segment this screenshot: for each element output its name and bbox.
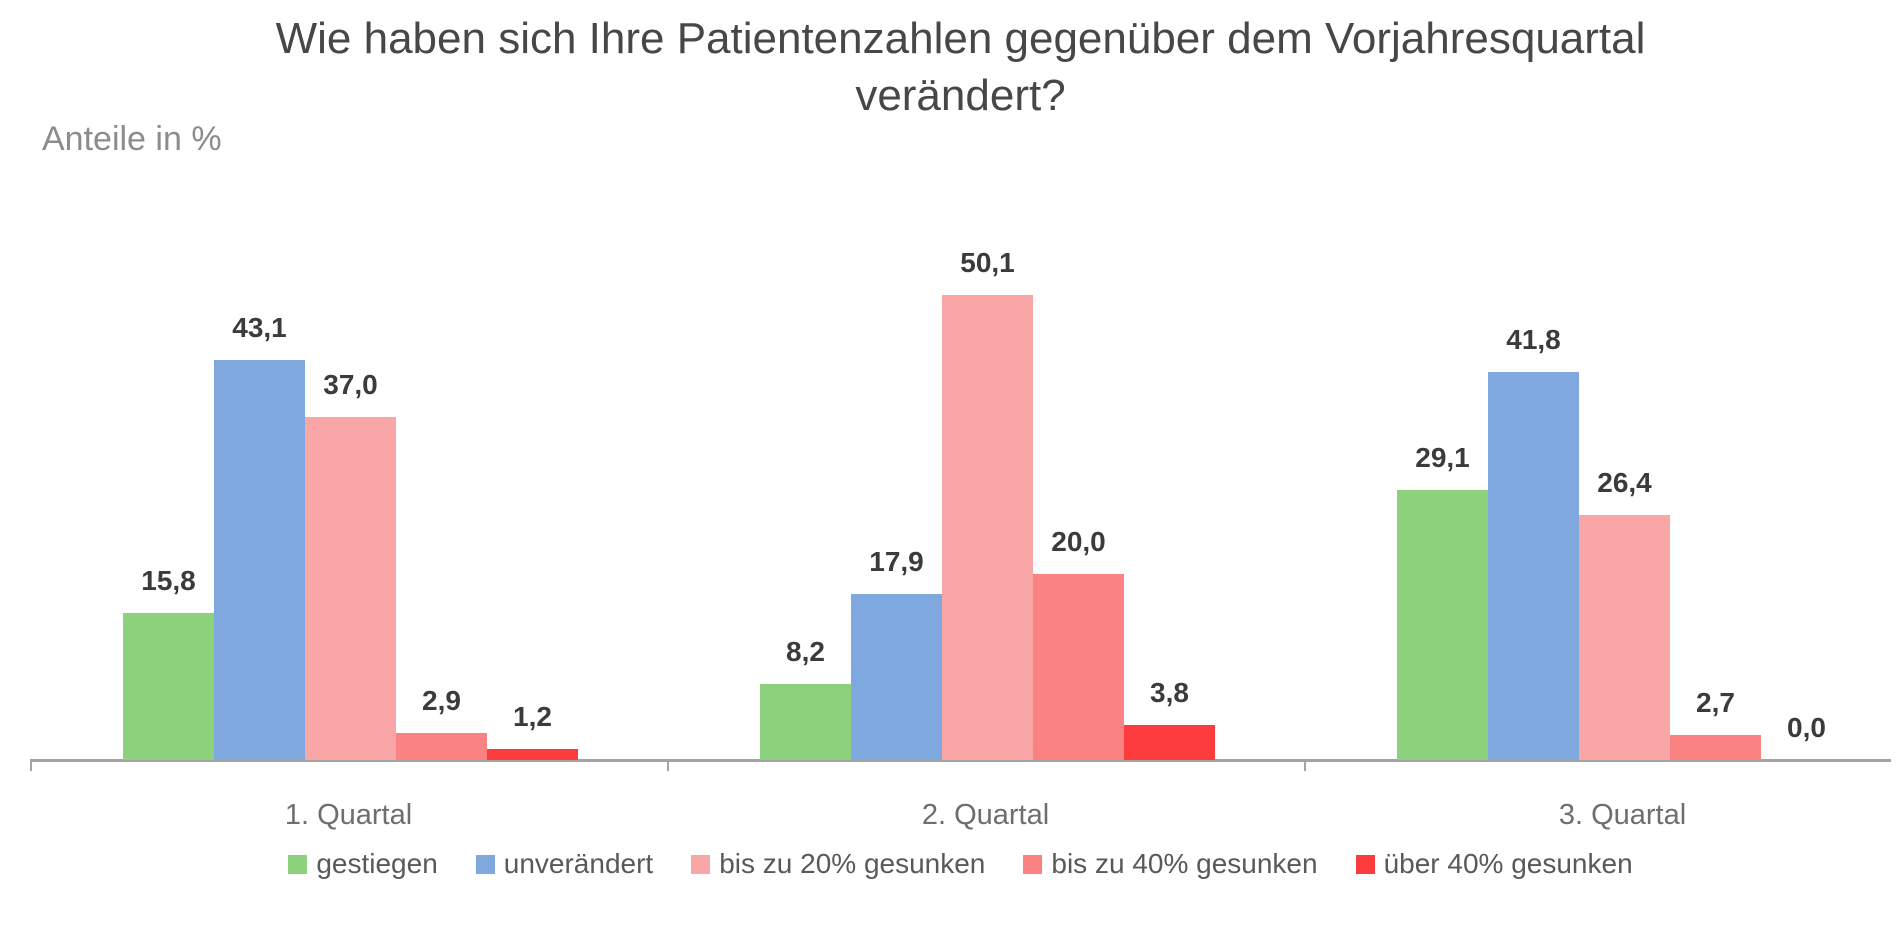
bar-value-label: 0,0 xyxy=(1787,712,1826,743)
bar-value-label: 3,8 xyxy=(1150,677,1189,708)
bar--ber-40-gesunken xyxy=(487,749,578,760)
legend-swatch-icon xyxy=(691,854,711,874)
bar-gestiegen xyxy=(123,613,214,760)
bar-value-label: 41,8 xyxy=(1506,324,1561,355)
bar-gestiegen xyxy=(760,684,851,760)
legend: gestiegen unverändert bis zu 20% gesunken b… xyxy=(30,848,1891,880)
bar-bis-zu-20-gesunken xyxy=(1579,515,1670,760)
units-label: Anteile in % xyxy=(42,120,222,158)
bar-value-label: 8,2 xyxy=(786,636,825,667)
bar-value-label: 20,0 xyxy=(1051,526,1106,557)
bar-value-label: 26,4 xyxy=(1597,467,1652,498)
legend-swatch-icon xyxy=(288,854,308,874)
x-axis-category-label: 2. Quartal xyxy=(921,799,1050,831)
chart-title: Wie haben sich Ihre Patientenzahlen gege… xyxy=(30,10,1891,124)
bar--ber-40-gesunken xyxy=(1124,725,1215,760)
x-axis-tick xyxy=(30,762,32,771)
bar-bis-zu-40-gesunken xyxy=(1670,735,1761,760)
bar-unver-ndert xyxy=(851,594,942,760)
bar-value-label: 50,1 xyxy=(960,247,1015,278)
legend-label: bis zu 40% gesunken xyxy=(1051,848,1318,879)
plot-area: 1. Quartal 2. Quartal 3. Quartal 15,8 8,2 29,… xyxy=(30,190,1891,831)
x-axis-category-label: 1. Quartal xyxy=(284,799,413,831)
bar-value-label: 1,2 xyxy=(513,701,552,732)
bar-bis-zu-40-gesunken xyxy=(396,733,487,760)
x-axis-category-label: 3. Quartal xyxy=(1558,799,1687,831)
bar-value-label: 37,0 xyxy=(323,369,378,400)
legend-item: gestiegen xyxy=(288,848,438,880)
x-axis-line xyxy=(30,759,1891,762)
legend-label: gestiegen xyxy=(316,848,438,879)
bar-value-label: 43,1 xyxy=(232,312,287,343)
legend-swatch-icon xyxy=(475,854,495,874)
legend-item: unverändert xyxy=(475,848,654,880)
legend-swatch-icon xyxy=(1023,854,1043,874)
bar-value-label: 2,9 xyxy=(422,685,461,716)
bar-value-label: 2,7 xyxy=(1696,687,1735,718)
legend-item: über 40% gesunken xyxy=(1355,848,1633,880)
bar-bis-zu-20-gesunken xyxy=(305,417,396,760)
x-axis-tick xyxy=(1304,762,1306,771)
bar-gestiegen xyxy=(1397,490,1488,760)
bar-value-label: 29,1 xyxy=(1415,442,1470,473)
bar-bis-zu-40-gesunken xyxy=(1033,574,1124,760)
legend-item: bis zu 20% gesunken xyxy=(691,848,985,880)
legend-label: bis zu 20% gesunken xyxy=(719,848,986,879)
bar-unver-ndert xyxy=(214,360,305,760)
legend-label: über 40% gesunken xyxy=(1383,848,1633,879)
legend-swatch-icon xyxy=(1355,854,1375,874)
bar-value-label: 17,9 xyxy=(869,546,924,577)
bar-value-label: 15,8 xyxy=(141,565,196,596)
chart-title-text: Wie haben sich Ihre Patientenzahlen gege… xyxy=(275,14,1646,120)
x-axis-tick xyxy=(667,762,669,771)
bar-bis-zu-20-gesunken xyxy=(942,295,1033,760)
bar-unver-ndert xyxy=(1488,372,1579,760)
legend-item: bis zu 40% gesunken xyxy=(1023,848,1318,880)
legend-label: unverändert xyxy=(503,848,654,879)
